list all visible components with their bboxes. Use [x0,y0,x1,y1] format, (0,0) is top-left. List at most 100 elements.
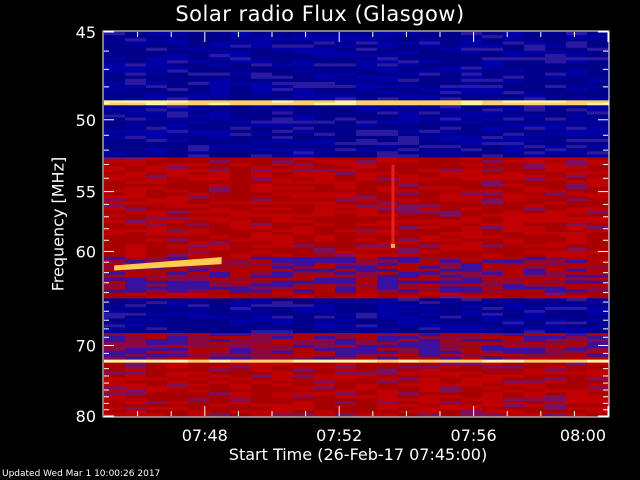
spectrogram-cell [461,157,483,161]
spectrogram-cell [272,66,294,70]
spectrogram-cell [272,244,294,248]
spectrogram-cell [503,186,525,190]
spectrogram-cell [293,44,315,49]
spectrogram-cell [188,50,210,55]
spectrogram-cell [314,350,336,355]
spectrogram-cell [419,232,441,236]
spectrogram-cell [482,277,504,281]
spectrogram-cell [440,157,462,161]
spectrogram-cell [503,183,525,187]
band-row [104,321,609,325]
spectrogram-cell [125,383,147,387]
spectrogram-cell [587,341,609,346]
spectrogram-cell [272,324,294,328]
spectrogram-cell [482,32,504,36]
spectrogram-cell [419,142,441,146]
spectrogram-cell [314,160,336,164]
spectrogram-cell [377,129,399,134]
spectrogram-cell [167,327,189,331]
spectrogram-cell [398,344,420,349]
spectrogram-cell [566,295,588,299]
spectrogram-cell [104,165,126,170]
spectrogram-cell [167,171,189,176]
spectrogram-cell [104,78,126,83]
spectrogram-cell [587,171,609,176]
spectrogram-cell [440,271,462,276]
spectrogram-cell [272,371,294,375]
spectrogram-cell [545,135,567,140]
spectrogram-cell [524,97,546,101]
spectrogram-cell [545,171,567,176]
spectrogram-cell [377,353,399,357]
spectrogram-cell [188,274,210,278]
spectrogram-cell [440,91,462,95]
spectrogram-cell [545,318,567,322]
spectrogram-cell [587,139,609,143]
spectrogram-cell [314,219,336,224]
spectrogram-cell [104,38,126,42]
spectrogram-cell [209,84,231,89]
spectrogram-cell [461,350,483,355]
spectrogram-cell [293,189,315,193]
spectrogram-cell [377,410,399,414]
spectrogram-cell [524,66,546,70]
spectrogram-cell [356,210,378,214]
spectrogram-cell [377,312,399,317]
spectrogram-cell [230,142,252,146]
spectrogram-cell [335,105,357,109]
spectrogram-cell [566,174,588,179]
spectrogram-cell [356,401,378,405]
spectrogram-cell [545,210,567,214]
spectrogram-cell [167,368,189,372]
band-row [104,108,609,112]
spectrogram-cell [419,180,441,184]
spectrogram-cell [209,374,231,378]
spectrogram-cell [335,198,357,202]
spectrogram-cell [104,213,126,218]
spectrogram-cell [167,256,189,261]
spectrogram-cell [230,183,252,187]
spectrogram-cell [482,265,504,270]
band-row [104,204,609,208]
spectrogram-cell [419,407,441,411]
spectrogram-cell [314,238,336,242]
spectrogram-cell [503,100,525,104]
spectrogram-cell [335,177,357,181]
spectrogram-cell [293,407,315,411]
spectrogram-cell [503,413,525,417]
spectrogram-cell [566,111,588,115]
spectrogram-cell [356,259,378,264]
spectrogram-cell [461,380,483,384]
spectrogram-cell [545,321,567,325]
spectrogram-cell [566,50,588,55]
spectrogram-cell [272,160,294,164]
spectrogram-cell [461,347,483,352]
spectrogram-cell [125,44,147,49]
spectrogram-cell [125,259,147,264]
spectrogram-cell [377,321,399,325]
spectrogram-cell [335,57,357,61]
spectrogram-cell [566,207,588,211]
spectrogram-cell [104,198,126,202]
spectrogram-cell [398,165,420,170]
spectrogram-cell [482,151,504,155]
spectrogram-cell [125,32,147,36]
spectrogram-cell [545,350,567,355]
spectrogram-cell [335,195,357,199]
spectrogram-cell [314,171,336,176]
spectrogram-cell [461,219,483,224]
spectrogram-cell [251,168,273,173]
spectrogram-cell [419,91,441,95]
spectrogram-cell [440,304,462,308]
spectrogram-cell [146,312,168,317]
spectrogram-cell [587,195,609,199]
spectrogram-cell [209,241,231,245]
spectrogram-cell [398,286,420,290]
spectrogram-cell [545,126,567,131]
spectrogram-cell [545,389,567,393]
spectrogram-cell [377,132,399,137]
spectrogram-cell [146,163,168,167]
spectrogram-cell [461,88,483,92]
spectrogram-cell [566,35,588,39]
spectrogram-cell [356,142,378,146]
